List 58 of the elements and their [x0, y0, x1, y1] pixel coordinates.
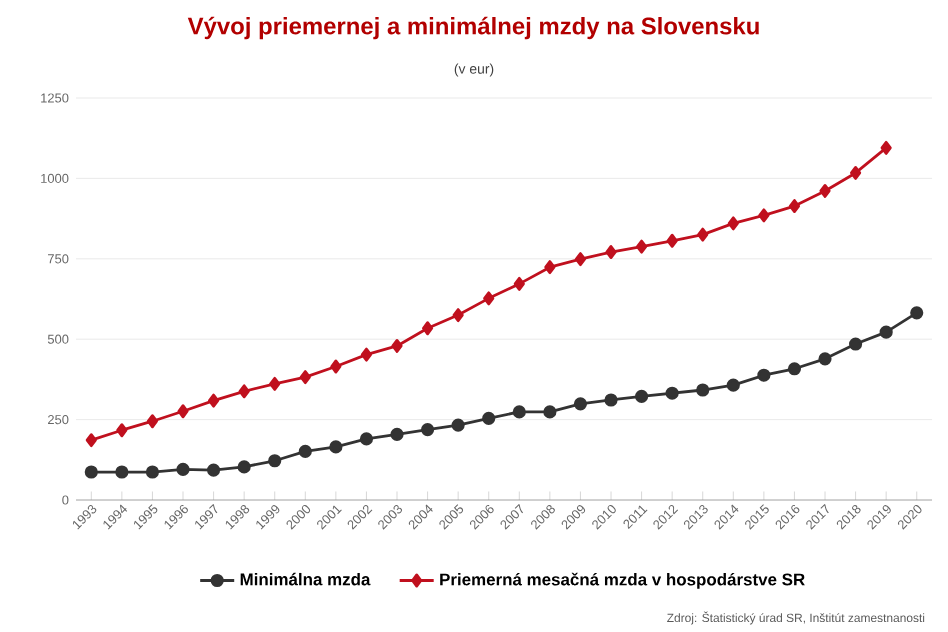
point	[208, 393, 220, 408]
point	[544, 260, 556, 275]
point	[757, 368, 771, 382]
point	[635, 389, 649, 404]
point	[483, 291, 495, 306]
point	[145, 465, 160, 479]
chart-title: Vývoj priemernej a minimálnej mzdy na Slovensku	[187, 16, 759, 40]
point	[849, 337, 863, 351]
point	[512, 405, 526, 419]
point	[573, 397, 588, 411]
point	[330, 359, 342, 374]
point	[727, 216, 739, 231]
point	[697, 227, 709, 242]
point	[850, 165, 862, 180]
point	[269, 376, 281, 391]
point	[910, 306, 924, 320]
point	[787, 362, 802, 376]
point	[85, 433, 97, 448]
point	[879, 325, 893, 339]
point	[636, 239, 648, 254]
point	[299, 370, 311, 385]
point	[391, 338, 403, 353]
point	[359, 432, 374, 446]
point	[116, 423, 128, 438]
point	[421, 422, 435, 437]
point	[605, 245, 617, 260]
point	[177, 404, 189, 419]
point	[819, 183, 831, 198]
point	[115, 465, 129, 479]
point	[726, 378, 740, 392]
point	[237, 460, 251, 474]
legend-label: Priemerná mesačná mzda v hospodárstve SR	[440, 572, 805, 589]
point	[574, 252, 587, 267]
point	[268, 454, 282, 468]
point	[238, 384, 250, 399]
point	[390, 427, 404, 441]
point	[513, 276, 525, 291]
point	[880, 140, 892, 155]
point	[665, 386, 679, 400]
point	[84, 465, 98, 479]
point	[604, 393, 618, 407]
point	[176, 462, 190, 477]
point	[818, 352, 832, 366]
point	[146, 414, 159, 429]
point	[696, 383, 710, 397]
point	[298, 444, 312, 459]
point	[452, 308, 464, 323]
point	[482, 411, 496, 425]
point	[422, 321, 434, 336]
point	[329, 440, 343, 454]
point	[543, 405, 557, 419]
point	[451, 418, 465, 432]
point	[360, 347, 373, 362]
point	[666, 233, 678, 248]
point	[788, 199, 801, 214]
point	[207, 463, 221, 477]
legend-label: Minimálna mzda	[240, 572, 371, 586]
point	[758, 208, 770, 223]
